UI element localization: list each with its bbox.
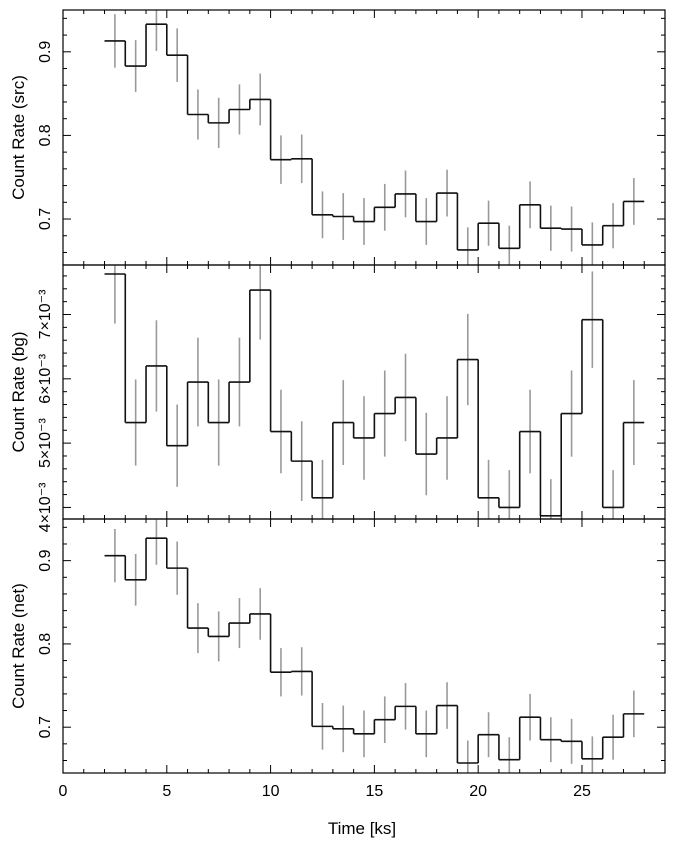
y-tick-label: 0.9 [37,549,54,571]
x-tick-label: 10 [262,783,280,800]
y-tick-label: 4×10⁻³ [37,482,54,532]
panel-net-data [104,519,645,773]
y-tick-label: 0.7 [37,208,54,230]
panel-bg: 4×10⁻³ 5×10⁻³ 6×10⁻³ 7×10⁻³ Count Rate (bg) [9,264,666,532]
y-tick-label: 0.8 [37,124,54,146]
y-tick-label: 0.8 [37,633,54,655]
panel-frame [62,264,666,520]
x-axis-label: Time [ks] [328,819,396,838]
y-axis-label-src: Count Rate (src) [9,75,28,200]
panel-src-data [104,10,645,265]
y-axis-label-net: Count Rate (net) [9,583,28,709]
y-tick-label: 6×10⁻³ [37,353,54,403]
panel-bg-data [104,265,645,519]
y-tick-label: 0.9 [37,41,54,63]
panel-src: 0.7 0.8 0.9 Count Rate (src) [9,9,666,266]
y-tick-label: 5×10⁻³ [37,418,54,468]
panel-net: 0.7 0.8 0.9 Count Rate (net) [9,518,666,774]
x-tick-label: 5 [162,783,171,800]
panel-frame [62,518,666,774]
x-axis-tick-labels: 0 5 10 15 20 25 [59,783,591,800]
x-tick-label: 25 [573,783,591,800]
y-tick-label: 7×10⁻³ [37,289,54,339]
x-tick-label: 20 [469,783,487,800]
panels: 0.7 0.8 0.9 Count Rate (src) 4×10⁻³ 5×10⁻³ 6×1… [9,9,666,774]
x-tick-label: 0 [59,783,68,800]
x-tick-label: 15 [365,783,383,800]
y-axis-label-bg: Count Rate (bg) [9,332,28,453]
y-tick-label: 0.7 [37,716,54,738]
